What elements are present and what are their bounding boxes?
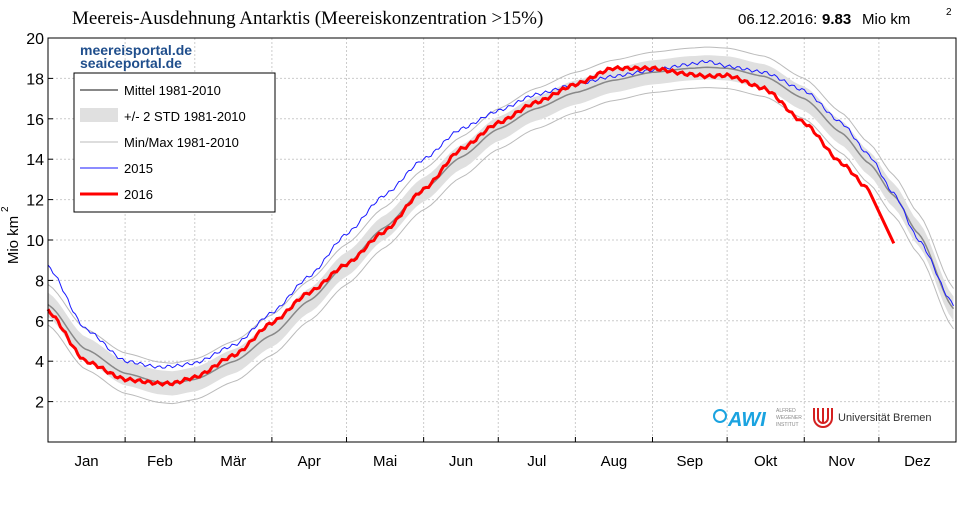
uni-bremen-logo: Universität Bremen [813,408,932,428]
y-tick-label: 18 [26,71,44,88]
x-tick-label: Sep [676,453,703,470]
series-line-2015 [47,59,954,369]
legend-std: +/- 2 STD 1981-2010 [124,109,246,124]
y-tick-label: 6 [35,314,44,331]
x-tick-label: Aug [601,453,628,470]
legend-2016: 2016 [124,187,153,202]
x-tick-label: Jun [449,453,473,470]
x-tick-label: Jul [527,453,546,470]
legend-swatch-std [80,108,118,122]
unit-sup: 2 [946,7,952,18]
watermark-seaiceportal: seaiceportal.de [80,55,182,71]
x-tick-label: Mai [373,453,397,470]
y-tick-label: 14 [26,152,44,169]
y-axis-label: Mio km [5,216,22,264]
watermark-meereisportal: meereisportal.de [80,42,192,58]
x-tick-label: Nov [828,453,855,470]
x-tick-label: Mär [220,453,246,470]
current-value: 9.83 [822,11,851,28]
x-tick-label: Okt [754,453,778,470]
y-tick-label: 16 [26,112,44,129]
y-tick-label: 10 [26,233,44,250]
svg-text:AWI: AWI [727,409,766,431]
awi-logo: AWI ALFRED WEGENER INSTITUT [713,408,802,431]
x-tick-label: Apr [298,453,321,470]
chart-title: Meereis-Ausdehnung Antarktis (Meereiskon… [72,8,543,29]
minmax-line-min [47,87,954,405]
y-axis-label-sup: 2 [0,206,11,212]
y-tick-label: 20 [26,31,44,48]
y-tick-label: 2 [35,395,44,412]
minmax-line-max [47,46,954,364]
awi-globe-icon [713,409,727,423]
y-tick-label: 8 [35,273,44,290]
legend-2015: 2015 [124,161,153,176]
y-tick-label: 12 [26,193,44,210]
bremen-emblem-icon [813,408,833,428]
svg-text:INSTITUT: INSTITUT [776,422,799,428]
legend-minmax: Min/Max 1981-2010 [124,135,239,150]
svg-text:WEGENER: WEGENER [776,415,802,421]
svg-text:Universität Bremen: Universität Bremen [838,412,932,424]
legend-mean: Mittel 1981-2010 [124,83,221,98]
x-tick-label: Jan [74,453,98,470]
x-tick-label: Dez [904,453,931,470]
y-tick-label: 4 [35,354,44,371]
x-tick-label: Feb [147,453,173,470]
current-unit: Mio km [862,11,910,28]
date-label: 06.12.2016: [738,11,817,28]
series-line-2016 [46,64,896,387]
legend: Mittel 1981-2010 +/- 2 STD 1981-2010 Min… [73,72,276,213]
svg-text:ALFRED: ALFRED [776,408,796,414]
